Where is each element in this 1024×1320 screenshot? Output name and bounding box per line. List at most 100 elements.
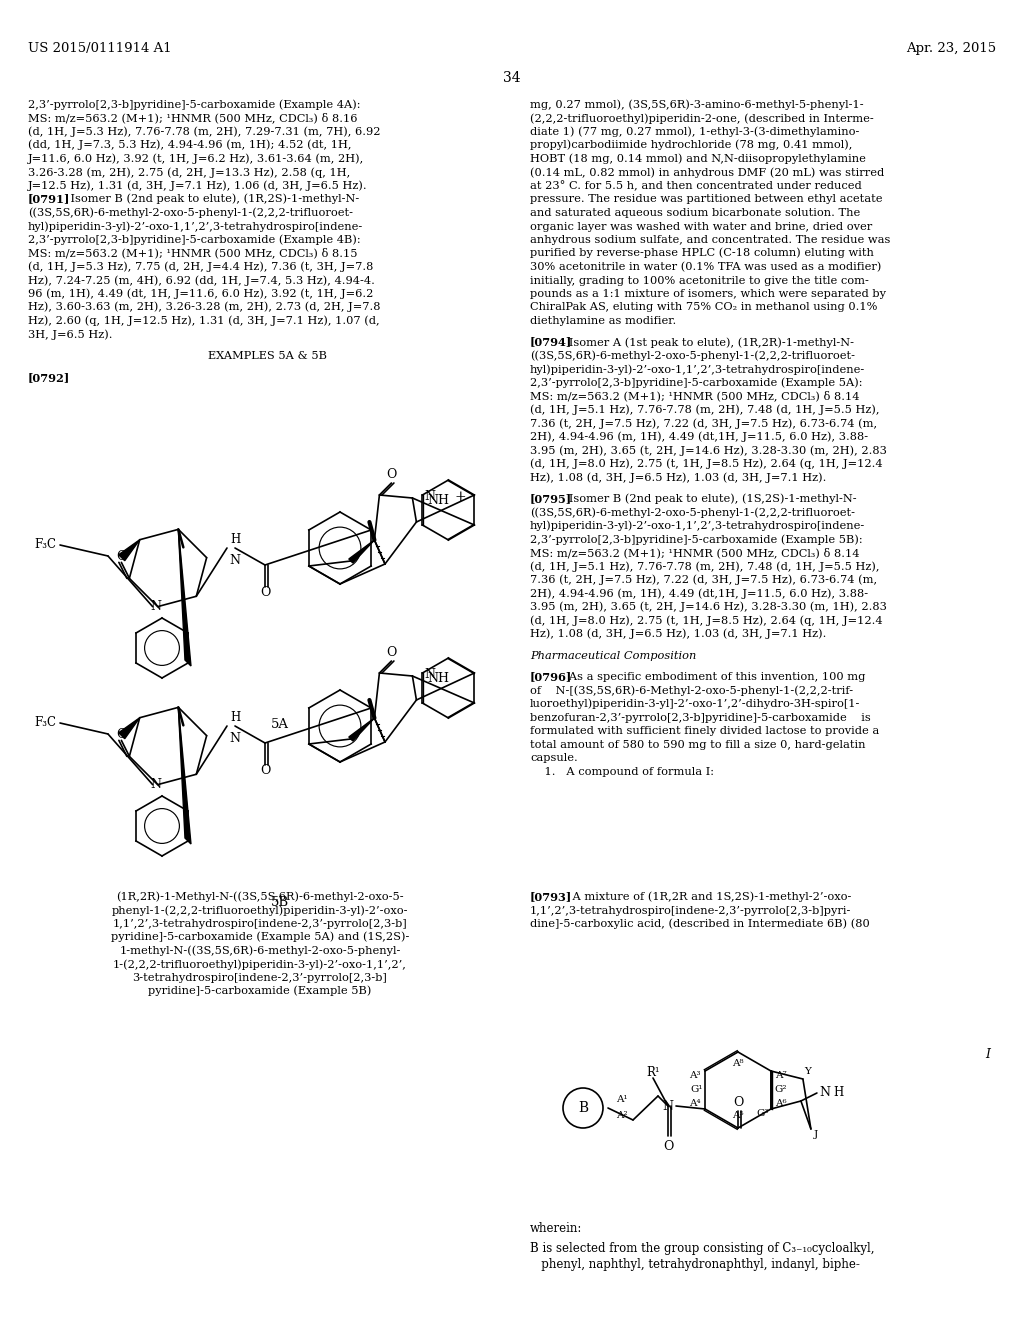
Text: 3.95 (m, 2H), 3.65 (t, 2H, J=14.6 Hz), 3.28-3.30 (m, 2H), 2.83: 3.95 (m, 2H), 3.65 (t, 2H, J=14.6 Hz), 3…	[530, 445, 887, 455]
Polygon shape	[178, 529, 191, 667]
Text: hyl)piperidin-3-yl)-2’-oxo-1,1’,2’,3-tetrahydrospiro[indene-: hyl)piperidin-3-yl)-2’-oxo-1,1’,2’,3-tet…	[28, 220, 364, 231]
Text: (0.14 mL, 0.82 mmol) in anhydrous DMF (20 mL) was stirred: (0.14 mL, 0.82 mmol) in anhydrous DMF (2…	[530, 166, 885, 177]
Text: pressure. The residue was partitioned between ethyl acetate: pressure. The residue was partitioned be…	[530, 194, 883, 205]
Text: Isomer A (1st peak to elute), (1R,2R)-1-methyl-N-: Isomer A (1st peak to elute), (1R,2R)-1-…	[558, 337, 854, 347]
Text: 2,3’-pyrrolo[2,3-b]pyridine]-5-carboxamide (Example 5B):: 2,3’-pyrrolo[2,3-b]pyridine]-5-carboxami…	[530, 535, 862, 545]
Text: O: O	[116, 727, 127, 741]
Text: F₃C: F₃C	[34, 717, 56, 730]
Text: ((3S,5S,6R)-6-methyl-2-oxo-5-phenyl-1-(2,2,2-trifluoroet-: ((3S,5S,6R)-6-methyl-2-oxo-5-phenyl-1-(2…	[530, 351, 855, 362]
Text: 2,3’-pyrrolo[2,3-b]pyridine]-5-carboxamide (Example 5A):: 2,3’-pyrrolo[2,3-b]pyridine]-5-carboxami…	[530, 378, 862, 388]
Text: MS: m/z=563.2 (M+1); ¹HNMR (500 MHz, CDCl₃) δ 8.16: MS: m/z=563.2 (M+1); ¹HNMR (500 MHz, CDC…	[28, 112, 357, 124]
Text: N: N	[229, 733, 241, 744]
Text: 5A: 5A	[271, 718, 289, 731]
Text: (d, 1H, J=5.3 Hz), 7.76-7.78 (m, 2H), 7.29-7.31 (m, 7H), 6.92: (d, 1H, J=5.3 Hz), 7.76-7.78 (m, 2H), 7.…	[28, 127, 381, 137]
Text: O: O	[116, 550, 127, 562]
Polygon shape	[119, 540, 139, 561]
Text: 1,1’,2’,3-tetrahydrospiro[indene-2,3’-pyrrolo[2,3-b]pyri-: 1,1’,2’,3-tetrahydrospiro[indene-2,3’-py…	[530, 906, 851, 916]
Text: (d, 1H, J=8.0 Hz), 2.75 (t, 1H, J=8.5 Hz), 2.64 (q, 1H, J=12.4: (d, 1H, J=8.0 Hz), 2.75 (t, 1H, J=8.5 Hz…	[530, 458, 883, 469]
Text: phenyl-1-(2,2,2-trifluoroethyl)piperidin-3-yl)-2’-oxo-: phenyl-1-(2,2,2-trifluoroethyl)piperidin…	[112, 906, 409, 916]
Text: J: J	[814, 1130, 818, 1139]
Text: J=11.6, 6.0 Hz), 3.92 (t, 1H, J=6.2 Hz), 3.61-3.64 (m, 2H),: J=11.6, 6.0 Hz), 3.92 (t, 1H, J=6.2 Hz),…	[28, 153, 365, 164]
Text: [0794]: [0794]	[530, 337, 572, 347]
Text: (d, 1H, J=5.1 Hz), 7.76-7.78 (m, 2H), 7.48 (d, 1H, J=5.5 Hz),: (d, 1H, J=5.1 Hz), 7.76-7.78 (m, 2H), 7.…	[530, 561, 880, 572]
Text: 30% acetonitrile in water (0.1% TFA was used as a modifier): 30% acetonitrile in water (0.1% TFA was …	[530, 261, 882, 272]
Text: 96 (m, 1H), 4.49 (dt, 1H, J=11.6, 6.0 Hz), 3.92 (t, 1H, J=6.2: 96 (m, 1H), 4.49 (dt, 1H, J=11.6, 6.0 Hz…	[28, 289, 374, 300]
Text: wherein:: wherein:	[530, 1222, 583, 1236]
Text: [0792]: [0792]	[28, 372, 71, 383]
Text: B is selected from the group consisting of C₃₋₁₀cycloalkyl,: B is selected from the group consisting …	[530, 1242, 874, 1255]
Text: (dd, 1H, J=7.3, 5.3 Hz), 4.94-4.96 (m, 1H); 4.52 (dt, 1H,: (dd, 1H, J=7.3, 5.3 Hz), 4.94-4.96 (m, 1…	[28, 140, 351, 150]
Text: 2H), 4.94-4.96 (m, 1H), 4.49 (dt,1H, J=11.5, 6.0 Hz), 3.88-: 2H), 4.94-4.96 (m, 1H), 4.49 (dt,1H, J=1…	[530, 432, 868, 442]
Text: 2H), 4.94-4.96 (m, 1H), 4.49 (dt,1H, J=11.5, 6.0 Hz), 3.88-: 2H), 4.94-4.96 (m, 1H), 4.49 (dt,1H, J=1…	[530, 589, 868, 599]
Text: J=12.5 Hz), 1.31 (d, 3H, J=7.1 Hz), 1.06 (d, 3H, J=6.5 Hz).: J=12.5 Hz), 1.31 (d, 3H, J=7.1 Hz), 1.06…	[28, 181, 368, 191]
Text: N: N	[424, 668, 435, 681]
Text: 5B: 5B	[271, 896, 289, 909]
Text: N: N	[151, 777, 161, 791]
Text: 2,3’-pyrrolo[2,3-b]pyridine]-5-carboxamide (Example 4B):: 2,3’-pyrrolo[2,3-b]pyridine]-5-carboxami…	[28, 235, 360, 246]
Text: R¹: R¹	[646, 1065, 659, 1078]
Text: purified by reverse-phase HPLC (C-18 column) eluting with: purified by reverse-phase HPLC (C-18 col…	[530, 248, 873, 259]
Text: N: N	[151, 601, 161, 612]
Polygon shape	[178, 708, 191, 843]
Text: H: H	[229, 711, 240, 723]
Text: N: N	[663, 1100, 674, 1113]
Text: ((3S,5S,6R)-6-methyl-2-oxo-5-phenyl-1-(2,2,2-trifluoroet-: ((3S,5S,6R)-6-methyl-2-oxo-5-phenyl-1-(2…	[28, 207, 353, 218]
Text: [0795]: [0795]	[530, 494, 572, 504]
Text: Apr. 23, 2015: Apr. 23, 2015	[906, 42, 996, 55]
Text: A⁶: A⁶	[775, 1100, 786, 1109]
Text: Y: Y	[805, 1067, 811, 1076]
Text: H: H	[229, 533, 240, 546]
Text: 1.   A compound of formula I:: 1. A compound of formula I:	[530, 767, 714, 777]
Text: [0793]: [0793]	[530, 891, 572, 902]
Text: NH: NH	[427, 494, 450, 507]
Text: H: H	[833, 1086, 843, 1100]
Text: N: N	[424, 491, 435, 503]
Text: A⁵: A⁵	[732, 1111, 743, 1121]
Text: dine]-5-carboxylic acid, (described in Intermediate 6B) (80: dine]-5-carboxylic acid, (described in I…	[530, 919, 869, 929]
Text: As a specific embodiment of this invention, 100 mg: As a specific embodiment of this inventi…	[558, 672, 865, 682]
Text: 1-(2,2,2-trifluoroethyl)piperidin-3-yl)-2’-oxo-1,1’,2’,: 1-(2,2,2-trifluoroethyl)piperidin-3-yl)-…	[113, 958, 407, 969]
Text: MS: m/z=563.2 (M+1); ¹HNMR (500 MHz, CDCl₃) δ 8.14: MS: m/z=563.2 (M+1); ¹HNMR (500 MHz, CDC…	[530, 548, 859, 558]
Text: pounds as a 1:1 mixture of isomers, which were separated by: pounds as a 1:1 mixture of isomers, whic…	[530, 289, 886, 300]
Text: [0791]: [0791]	[28, 194, 71, 205]
Text: A¹: A¹	[616, 1096, 628, 1105]
Text: F₃C: F₃C	[34, 539, 56, 552]
Text: A mixture of (1R,2R and 1S,2S)-1-methyl-2’-oxo-: A mixture of (1R,2R and 1S,2S)-1-methyl-…	[558, 891, 852, 902]
Text: Hz), 1.08 (d, 3H, J=6.5 Hz), 1.03 (d, 3H, J=7.1 Hz).: Hz), 1.08 (d, 3H, J=6.5 Hz), 1.03 (d, 3H…	[530, 473, 826, 483]
Polygon shape	[119, 718, 139, 739]
Text: initially, grading to 100% acetonitrile to give the title com-: initially, grading to 100% acetonitrile …	[530, 276, 869, 285]
Text: A²: A²	[616, 1111, 628, 1121]
Text: HOBT (18 mg, 0.14 mmol) and N,N-diisopropylethylamine: HOBT (18 mg, 0.14 mmol) and N,N-diisopro…	[530, 153, 866, 164]
Text: O: O	[260, 764, 270, 777]
Text: phenyl, naphthyl, tetrahydronaphthyl, indanyl, biphe-: phenyl, naphthyl, tetrahydronaphthyl, in…	[530, 1258, 860, 1271]
Text: Pharmaceutical Composition: Pharmaceutical Composition	[530, 651, 696, 661]
Text: 34: 34	[503, 71, 521, 84]
Text: +: +	[455, 490, 466, 504]
Text: formulated with sufficient finely divided lactose to provide a: formulated with sufficient finely divide…	[530, 726, 880, 737]
Text: diethylamine as modifier.: diethylamine as modifier.	[530, 315, 676, 326]
Text: ((3S,5S,6R)-6-methyl-2-oxo-5-phenyl-1-(2,2,2-trifluoroet-: ((3S,5S,6R)-6-methyl-2-oxo-5-phenyl-1-(2…	[530, 507, 855, 517]
Text: O: O	[663, 1139, 673, 1152]
Text: Hz), 3.60-3.63 (m, 2H), 3.26-3.28 (m, 2H), 2.73 (d, 2H, J=7.8: Hz), 3.60-3.63 (m, 2H), 3.26-3.28 (m, 2H…	[28, 302, 381, 313]
Text: 3.26-3.28 (m, 2H), 2.75 (d, 2H, J=13.3 Hz), 2.58 (q, 1H,: 3.26-3.28 (m, 2H), 2.75 (d, 2H, J=13.3 H…	[28, 166, 350, 177]
Text: hyl)piperidin-3-yl)-2’-oxo-1,1’,2’,3-tetrahydrospiro[indene-: hyl)piperidin-3-yl)-2’-oxo-1,1’,2’,3-tet…	[530, 520, 865, 531]
Text: Hz), 1.08 (d, 3H, J=6.5 Hz), 1.03 (d, 3H, J=7.1 Hz).: Hz), 1.08 (d, 3H, J=6.5 Hz), 1.03 (d, 3H…	[530, 628, 826, 639]
Text: hyl)piperidin-3-yl)-2’-oxo-1,1’,2’,3-tetrahydrospiro[indene-: hyl)piperidin-3-yl)-2’-oxo-1,1’,2’,3-tet…	[530, 364, 865, 375]
Text: capsule.: capsule.	[530, 754, 578, 763]
Text: [0796]: [0796]	[530, 672, 572, 682]
Text: B: B	[578, 1101, 588, 1115]
Text: O: O	[733, 1097, 743, 1110]
Text: (1R,2R)-1-Methyl-N-((3S,5S,6R)-6-methyl-2-oxo-5-: (1R,2R)-1-Methyl-N-((3S,5S,6R)-6-methyl-…	[116, 891, 403, 902]
Text: luoroethyl)piperidin-3-yl]-2’-oxo-1’,2’-dihydro-3H-spiro[1-: luoroethyl)piperidin-3-yl]-2’-oxo-1’,2’-…	[530, 698, 860, 709]
Text: ChiralPak AS, eluting with 75% CO₂ in methanol using 0.1%: ChiralPak AS, eluting with 75% CO₂ in me…	[530, 302, 878, 313]
Text: Hz), 7.24-7.25 (m, 4H), 6.92 (dd, 1H, J=7.4, 5.3 Hz), 4.94-4.: Hz), 7.24-7.25 (m, 4H), 6.92 (dd, 1H, J=…	[28, 275, 375, 285]
Text: (d, 1H, J=5.3 Hz), 7.75 (d, 2H, J=4.4 Hz), 7.36 (t, 3H, J=7.8: (d, 1H, J=5.3 Hz), 7.75 (d, 2H, J=4.4 Hz…	[28, 261, 374, 272]
Text: MS: m/z=563.2 (M+1); ¹HNMR (500 MHz, CDCl₃) δ 8.15: MS: m/z=563.2 (M+1); ¹HNMR (500 MHz, CDC…	[28, 248, 357, 259]
Text: (2,2,2-trifluoroethyl)piperidin-2-one, (described in Interme-: (2,2,2-trifluoroethyl)piperidin-2-one, (…	[530, 114, 873, 124]
Text: at 23° C. for 5.5 h, and then concentrated under reduced: at 23° C. for 5.5 h, and then concentrat…	[530, 181, 862, 191]
Text: O: O	[260, 586, 270, 599]
Text: N: N	[229, 554, 241, 568]
Text: propyl)carbodiimide hydrochloride (78 mg, 0.41 mmol),: propyl)carbodiimide hydrochloride (78 mg…	[530, 140, 852, 150]
Text: MS: m/z=563.2 (M+1); ¹HNMR (500 MHz, CDCl₃) δ 8.14: MS: m/z=563.2 (M+1); ¹HNMR (500 MHz, CDC…	[530, 391, 859, 401]
Text: (d, 1H, J=8.0 Hz), 2.75 (t, 1H, J=8.5 Hz), 2.64 (q, 1H, J=12.4: (d, 1H, J=8.0 Hz), 2.75 (t, 1H, J=8.5 Hz…	[530, 615, 883, 626]
